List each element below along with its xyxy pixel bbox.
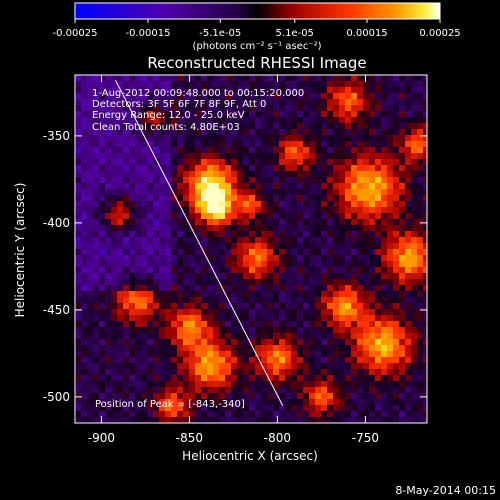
colorbar-unit-label: (photons cm⁻² s⁻¹ asec⁻²) (192, 41, 321, 52)
annotation-time: 1-Aug-2012 00:09:48.000 to 00:15:20.000 (92, 88, 304, 99)
rhessi-image (75, 75, 427, 423)
colorbar: -0.00025 -0.00015 -5.1e-05 5.1e-05 0.00015 0.… (53, 2, 461, 52)
x-axis-label: Heliocentric X (arcsec) (182, 449, 318, 463)
colorbar-ticks: -0.00025 -0.00015 -5.1e-05 5.1e-05 0.00015 0.… (53, 19, 461, 39)
annotations: 1-Aug-2012 00:09:48.000 to 00:15:20.000 … (92, 88, 304, 410)
colorbar-tick-label: -0.00015 (126, 28, 171, 39)
colorbar-gradient (74, 2, 441, 20)
plot-frame (74, 74, 428, 424)
colorbar-tick-label: 0.00015 (346, 28, 387, 39)
colorbar-tick-label: 0.00025 (419, 28, 460, 39)
y-axis-label: Heliocentric Y (arcsec) (13, 183, 27, 318)
colorbar-tick-label: 5.1e-05 (276, 28, 314, 39)
x-tick-label: -900 (88, 431, 115, 445)
colorbar-tick-label: -0.00025 (53, 28, 98, 39)
x-tick-label: -850 (176, 431, 203, 445)
footer-date: 8-May-2014 00:15 (395, 484, 496, 497)
plot-title: Reconstructed RHESSI Image (147, 54, 366, 72)
annotation-clean: Clean Total counts: 4.80E+03 (92, 122, 240, 133)
annotation-peak: Position of Peak = [-843,-340] (95, 399, 245, 410)
colorbar-tick-label: -5.1e-05 (199, 28, 241, 39)
annotation-energy: Energy Range: 12.0 - 25.0 keV (92, 110, 245, 121)
annotation-detectors: Detectors: 3F 5F 6F 7F 8F 9F, Att 0 (92, 99, 266, 110)
x-tick-label: -800 (264, 431, 291, 445)
y-tick-label: -400 (43, 216, 70, 230)
y-tick-label: -450 (43, 303, 70, 317)
y-tick-label: -500 (43, 390, 70, 404)
axis-ticks: -900 -850 -800 -750 -500 -450 -400 -350 (43, 75, 427, 445)
x-tick-label: -750 (352, 431, 379, 445)
y-tick-label: -350 (43, 129, 70, 143)
solar-limb-line (115, 79, 284, 406)
